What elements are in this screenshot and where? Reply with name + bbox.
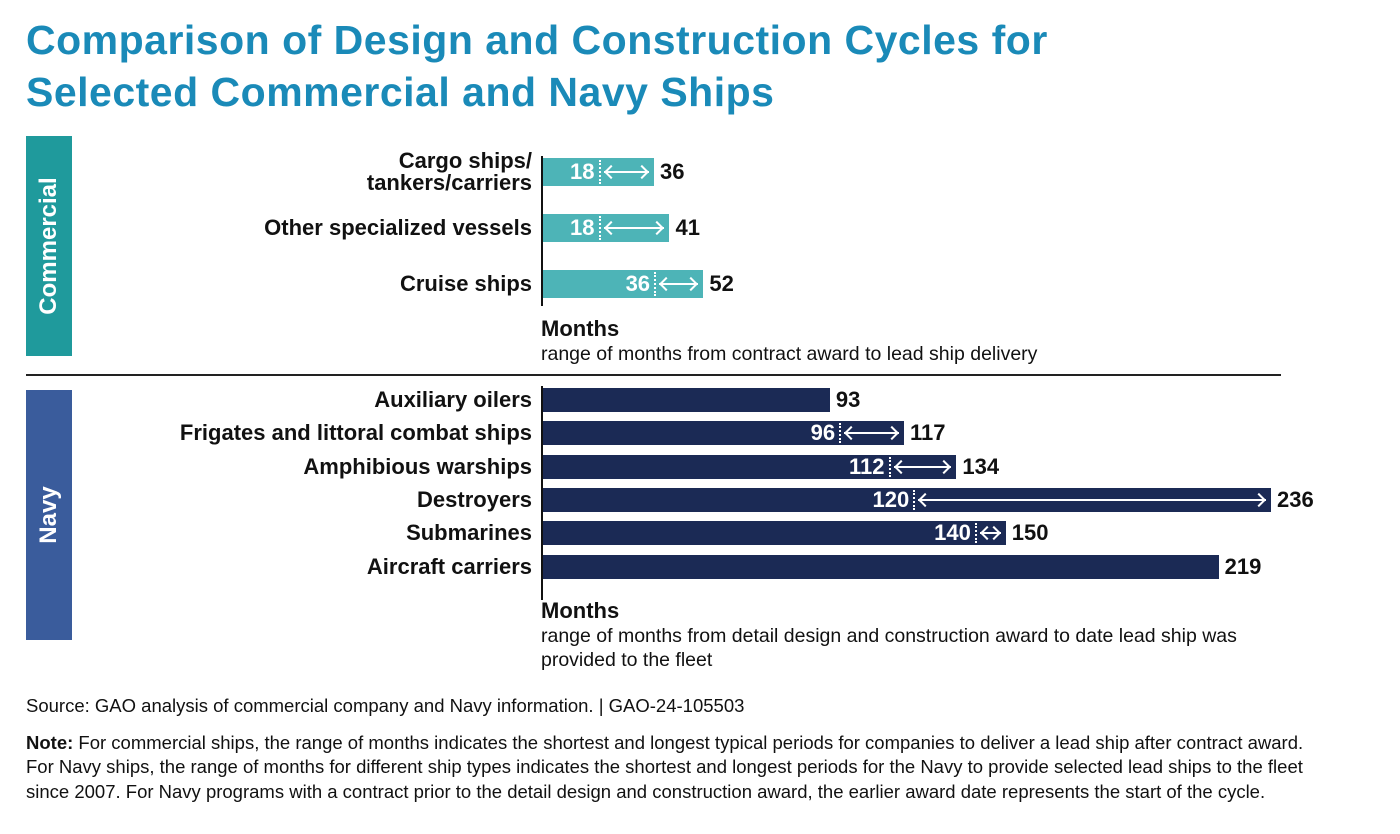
category-label: Destroyers bbox=[417, 487, 532, 512]
commercial-group-label: Commercial bbox=[26, 136, 72, 356]
note-body: For commercial ships, the range of month… bbox=[26, 732, 1304, 802]
bar bbox=[543, 455, 957, 479]
navy-group-text: Navy bbox=[35, 486, 62, 544]
category-label: Amphibious warships bbox=[303, 454, 532, 479]
category-label: Auxiliary oilers bbox=[374, 387, 532, 412]
max-value-label: 150 bbox=[1011, 520, 1049, 545]
min-value-label: 18 bbox=[570, 215, 595, 240]
range-arrow bbox=[844, 432, 899, 434]
bar bbox=[543, 521, 1006, 545]
category-label: Other specialized vessels bbox=[264, 215, 532, 240]
max-value-label: 52 bbox=[709, 271, 734, 296]
commercial-x-sublabel: range of months from contract award to l… bbox=[541, 343, 1038, 365]
min-value-label: 120 bbox=[872, 487, 910, 512]
bar bbox=[543, 555, 1219, 579]
min-value-label: 140 bbox=[934, 520, 971, 545]
range-arrow bbox=[603, 171, 650, 173]
group-divider bbox=[26, 374, 1281, 376]
category-label: Frigates and littoral combat ships bbox=[179, 420, 532, 445]
range-start-marker bbox=[598, 216, 601, 240]
min-value-label: 36 bbox=[625, 271, 651, 296]
max-value-label: 36 bbox=[660, 159, 685, 184]
navy-x-sublabel: range of months from detail design and c… bbox=[541, 625, 1237, 671]
note-text: Note: For commercial ships, the range of… bbox=[26, 731, 1316, 804]
navy-x-label: Months bbox=[541, 598, 620, 623]
commercial-x-label: Months bbox=[541, 316, 620, 341]
max-value-label: 134 bbox=[962, 454, 1000, 479]
min-value-label: 18 bbox=[570, 159, 595, 184]
category-label: Submarines bbox=[406, 520, 532, 545]
max-value-label: 93 bbox=[835, 387, 861, 412]
title-line-1: Comparison of Design and Construction Cy… bbox=[26, 17, 1048, 63]
max-value-label: 117 bbox=[909, 420, 946, 445]
range-arrow bbox=[893, 466, 952, 468]
min-value-label: 96 bbox=[810, 420, 836, 445]
range-start-marker bbox=[654, 272, 657, 296]
range-arrow bbox=[659, 283, 699, 285]
chart-title: Comparison of Design and Construction Cy… bbox=[26, 14, 1048, 118]
range-start-marker bbox=[888, 457, 891, 477]
commercial-group-text: Commercial bbox=[35, 177, 62, 315]
range-arrow bbox=[979, 532, 1001, 534]
range-arrow bbox=[603, 227, 665, 229]
range-start-marker bbox=[839, 423, 842, 443]
title-line-2: Selected Commercial and Navy Ships bbox=[26, 69, 775, 115]
source-text: Source: GAO analysis of commercial compa… bbox=[26, 695, 745, 716]
max-value-label: 236 bbox=[1277, 487, 1314, 512]
category-label: Aircraft carriers bbox=[366, 554, 532, 579]
commercial-axis bbox=[541, 156, 543, 306]
range-arrow bbox=[918, 499, 1267, 501]
max-value-label: 219 bbox=[1224, 554, 1262, 579]
category-label: Cargo ships/tankers/carriers bbox=[366, 148, 532, 195]
range-start-marker bbox=[974, 523, 977, 543]
range-start-marker bbox=[598, 160, 601, 184]
range-start-marker bbox=[913, 490, 916, 510]
bar bbox=[543, 388, 830, 412]
max-value-label: 41 bbox=[675, 215, 700, 240]
min-value-label: 112 bbox=[849, 454, 885, 479]
category-label: Cruise ships bbox=[399, 271, 532, 296]
navy-axis bbox=[541, 386, 543, 600]
navy-group-label: Navy bbox=[26, 390, 72, 640]
note-label: Note: bbox=[26, 732, 74, 753]
